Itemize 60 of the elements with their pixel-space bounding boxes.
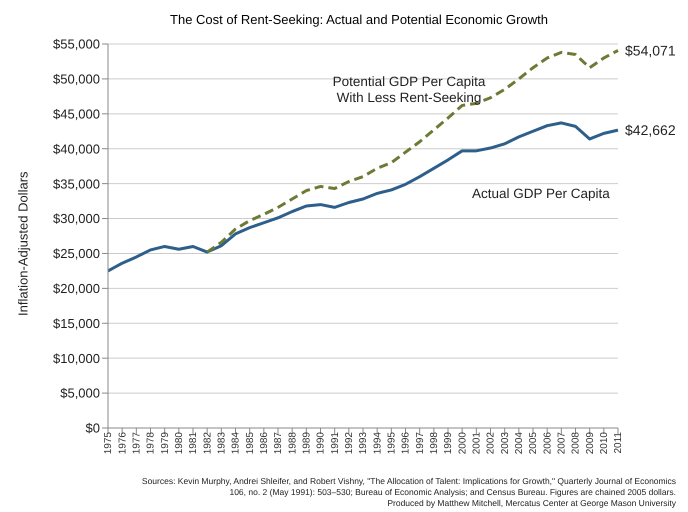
source-note: Sources: Kevin Murphy, Andrei Shleifer, and Robert Vishny, "The Allocation of Talent: Implications for Growth," Quarterly Journal of Economics — [140, 476, 676, 487]
x-tick-label: 1975 — [103, 432, 114, 454]
x-tick-label: 1980 — [174, 432, 185, 454]
x-tick-label: 1999 — [443, 432, 454, 454]
y-tick-label: $15,000 — [53, 316, 100, 331]
x-tick-label: 1997 — [414, 432, 426, 454]
y-tick-label: $0 — [86, 420, 100, 436]
x-tick-label: 1988 — [287, 432, 298, 454]
y-axis-title: Inflation-Adjusted Dollars — [16, 170, 31, 316]
x-tick-label: 1993 — [358, 432, 370, 454]
x-tick-label: 2006 — [542, 432, 554, 454]
annotation: $54,071 — [625, 42, 676, 58]
x-tick-label: 1990 — [316, 432, 327, 454]
line-series — [206, 48, 620, 254]
x-tick-label: 1978 — [146, 432, 157, 454]
y-tick-label: $45,000 — [53, 106, 100, 122]
annotation: $42,662 — [625, 122, 676, 138]
x-tick-label: 1995 — [386, 432, 398, 454]
x-tick-label: 1985 — [244, 432, 256, 454]
x-tick-label: 1991 — [330, 432, 341, 454]
text: 106, no. 2 (May 1991): 503–530; Bureau of Economic Analysis; and Census Bureau. Figures are chained 2005 dollars. — [228, 487, 676, 498]
x-tick-label: 2002 — [486, 432, 497, 454]
text: Produced by Matthew Mitchell, Mercatus Center at George Mason University — [386, 498, 676, 509]
y-tick-label: $10,000 — [53, 350, 100, 366]
y-tick-label: $20,000 — [53, 280, 100, 296]
text: Actual GDP Per Capita — [472, 186, 611, 202]
y-tick-label: $5,000 — [60, 386, 100, 401]
x-tick-label: 1989 — [301, 432, 312, 454]
y-tick-label: $55,000 — [53, 36, 100, 52]
x-tick-label: 2004 — [514, 432, 525, 454]
chart-title: The Cost of Rent-Seeking: Actual and Potential Economic Growth — [169, 11, 549, 29]
x-tick-label: 2011 — [613, 432, 624, 454]
x-tick-label: 1986 — [258, 432, 270, 454]
x-tick-label: 2000 — [457, 432, 468, 454]
x-tick-label: 2010 — [598, 432, 610, 454]
x-tick-label: 2007 — [556, 432, 568, 454]
y-tick-label: $30,000 — [53, 211, 100, 226]
x-tick-label: 1981 — [188, 432, 200, 454]
x-tick-label: 1979 — [160, 432, 171, 454]
y-tick-label: $50,000 — [53, 72, 100, 87]
y-tick-label: $25,000 — [53, 246, 100, 262]
x-tick-label: 1998 — [428, 432, 440, 454]
x-tick-label: 1984 — [230, 432, 242, 454]
x-tick-label: 1983 — [216, 432, 228, 454]
x-tick-label: 1976 — [117, 432, 128, 454]
x-tick-label: 1977 — [131, 432, 142, 454]
y-tick-label: $40,000 — [53, 141, 100, 156]
x-tick-label: 2005 — [528, 432, 540, 454]
x-tick-label: 2003 — [500, 432, 511, 454]
x-tick-label: 2001 — [471, 432, 482, 454]
x-tick-label: 1994 — [372, 432, 384, 454]
x-tick-label: 1982 — [202, 432, 214, 454]
x-tick-label: 1992 — [344, 432, 355, 454]
x-tick-label: 2009 — [584, 432, 596, 454]
y-tick-label: $35,000 — [53, 176, 100, 192]
x-tick-label: 2008 — [570, 432, 582, 454]
series-label: Potential GDP Per Capita With Less Rent-Seeking — [332, 74, 486, 106]
x-tick-label: 1996 — [400, 432, 412, 454]
line-series — [106, 121, 620, 272]
x-tick-label: 1987 — [273, 432, 284, 454]
